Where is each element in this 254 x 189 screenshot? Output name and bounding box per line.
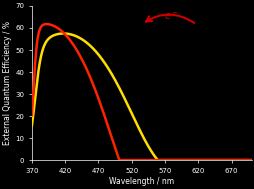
Text: $e^-$: $e^-$ [163, 11, 178, 22]
Y-axis label: External Quantum Efficiency / %: External Quantum Efficiency / % [4, 21, 12, 145]
X-axis label: Wavelength / nm: Wavelength / nm [109, 177, 173, 186]
